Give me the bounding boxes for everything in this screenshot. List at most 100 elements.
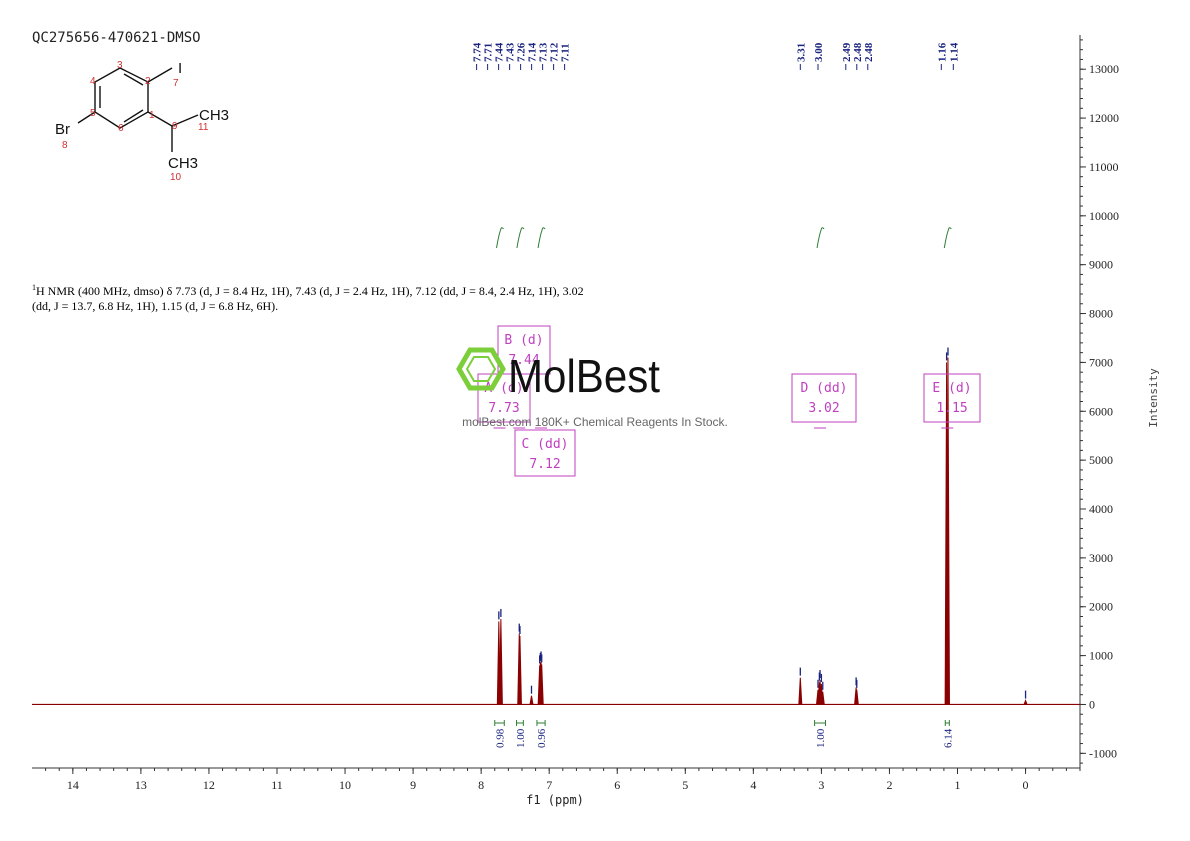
- spectrum-peak: [945, 357, 950, 705]
- x-tick-label: 14: [67, 778, 79, 792]
- multiplet-box: [497, 325, 551, 375]
- integral-curve: [943, 227, 952, 249]
- y-tick-label: -1000: [1089, 746, 1117, 760]
- multiplet-shift: 7.12: [529, 457, 560, 472]
- atom-number: 9: [172, 121, 178, 132]
- molecule-structure: I Br CH3 CH3 1 2 3 4 5 6 7 8 9 10 11: [55, 60, 229, 183]
- integral-value: 0.98: [495, 728, 507, 748]
- integrals: 0.98 1.00 0.96 1.00 6.14: [494, 227, 954, 748]
- multiplet-shift: 7.73: [488, 401, 519, 416]
- spectrum-peak: [539, 664, 544, 705]
- x-axis-label: f1 (ppm): [526, 793, 584, 807]
- peak-shift-label: 7.14: [527, 42, 539, 62]
- multiplet-annotations: A (d)7.73B (d)7.44C (dd)7.12D (dd)3.02E …: [477, 325, 981, 477]
- integral-value: 6.14: [942, 728, 954, 748]
- spectrum-peak: [498, 618, 503, 705]
- integral-curve: [816, 227, 825, 249]
- x-tick-label: 12: [203, 778, 215, 792]
- spectrum-peak: [529, 695, 534, 705]
- multiplet-shift: 1.15: [936, 401, 967, 416]
- spectrum-peak: [1023, 699, 1028, 705]
- atom-numbers: 1 2 3 4 5 6 7 8 9 10 11: [62, 60, 209, 183]
- x-tick-label: 1: [955, 778, 961, 792]
- x-tick-label: 9: [410, 778, 416, 792]
- peak-shift-label: 7.12: [549, 42, 561, 62]
- atom-number: 5: [90, 108, 96, 119]
- y-tick-label: 8000: [1089, 307, 1113, 321]
- y-tick-label: 3000: [1089, 551, 1113, 565]
- y-tick-label: 2000: [1089, 600, 1113, 614]
- y-tick-label: 13000: [1089, 62, 1119, 76]
- multiplet-shift: 3.02: [808, 401, 839, 416]
- spectrum-peak: [820, 691, 825, 705]
- y-tick-label: 1000: [1089, 649, 1113, 663]
- x-tick-label: 7: [546, 778, 552, 792]
- atom-number: 11: [198, 122, 209, 133]
- peak-shift-label: 2.49: [841, 42, 853, 62]
- peak-shift-label: 7.74: [472, 42, 484, 62]
- x-tick-label: 0: [1023, 778, 1029, 792]
- integral-value: 0.96: [536, 728, 548, 748]
- multiplet-label: C (dd): [522, 437, 569, 452]
- atom-number: 10: [170, 172, 182, 183]
- watermark-tagline: molBest.com 180K+ Chemical Reagents In S…: [462, 415, 728, 429]
- atom-number: 1: [149, 110, 155, 121]
- y-tick-label: 7000: [1089, 355, 1113, 369]
- multiplet-label: E (d): [932, 381, 971, 396]
- nmr-text: H NMR (400 MHz, dmso) δ 7.73 (d, J = 8.4…: [32, 284, 584, 313]
- peak-shift-label: 3.31: [795, 43, 807, 62]
- spectrum-peaks: [496, 347, 1028, 705]
- y-tick-label: 0: [1089, 697, 1095, 711]
- watermark-brand: MolBest: [508, 350, 660, 402]
- multiplet-box: [791, 373, 857, 423]
- spectrum-peak: [798, 677, 803, 705]
- y-axis-label: Intensity: [1147, 368, 1160, 428]
- x-tick-label: 10: [339, 778, 351, 792]
- multiplet-box: [514, 429, 576, 477]
- nmr-superscript: 1: [32, 283, 36, 292]
- multiplet-shift: 7.44: [508, 353, 539, 368]
- multiplet-label: D (dd): [801, 381, 848, 396]
- atom-number: 2: [145, 76, 151, 87]
- atom-number: 3: [117, 60, 123, 71]
- watermark-logo-icon: [456, 347, 506, 391]
- y-tick-label: 11000: [1089, 160, 1119, 174]
- multiplet-label: B (d): [504, 333, 543, 348]
- peak-shift-label: 1.14: [948, 42, 960, 62]
- y-tick-label: 4000: [1089, 502, 1113, 516]
- sample-id: QC275656-470621-DMSO: [32, 30, 201, 46]
- axes: 14 13 12 11 10 9 8 7 6 5 4 3 2 1 0-1000010002000300040…: [32, 35, 1160, 807]
- spectrum-peak: [517, 636, 522, 705]
- peak-shift-label: 7.43: [505, 42, 517, 62]
- peak-shift-label: 2.48: [863, 42, 875, 62]
- x-tick-label: 13: [135, 778, 147, 792]
- peak-shift-label: 2.48: [852, 42, 864, 62]
- watermark: MolBest molBest.com 180K+ Chemical Reage…: [456, 347, 728, 429]
- y-tick-label: 9000: [1089, 258, 1113, 272]
- peak-shift-label: 1.16: [936, 42, 948, 62]
- peak-shift-label: 7.13: [538, 42, 550, 62]
- atom-methyl-10: CH3: [168, 155, 198, 172]
- x-tick-label: 11: [271, 778, 283, 792]
- x-tick-label: 3: [818, 778, 824, 792]
- x-tick-label: 6: [614, 778, 620, 792]
- atom-number: 8: [62, 140, 68, 151]
- integral-curve: [516, 227, 525, 249]
- peak-shift-label: 7.44: [494, 42, 506, 62]
- integral-curve: [496, 227, 504, 249]
- atom-number: 6: [118, 123, 124, 134]
- integral-curve: [537, 227, 546, 249]
- atom-bromine: Br: [55, 121, 70, 138]
- atom-iodine: I: [178, 60, 182, 77]
- atom-methyl-11: CH3: [199, 107, 229, 124]
- atom-number: 7: [173, 78, 179, 89]
- y-tick-label: 12000: [1089, 111, 1119, 125]
- peak-shift-label: 7.71: [483, 43, 495, 62]
- peak-shift-label: 7.26: [516, 42, 528, 62]
- x-tick-label: 4: [750, 778, 756, 792]
- molecule-bonds: [77, 67, 199, 152]
- peak-shift-label: 7.11: [560, 43, 572, 62]
- y-tick-label: 5000: [1089, 453, 1113, 467]
- spectrum-peak: [854, 689, 859, 705]
